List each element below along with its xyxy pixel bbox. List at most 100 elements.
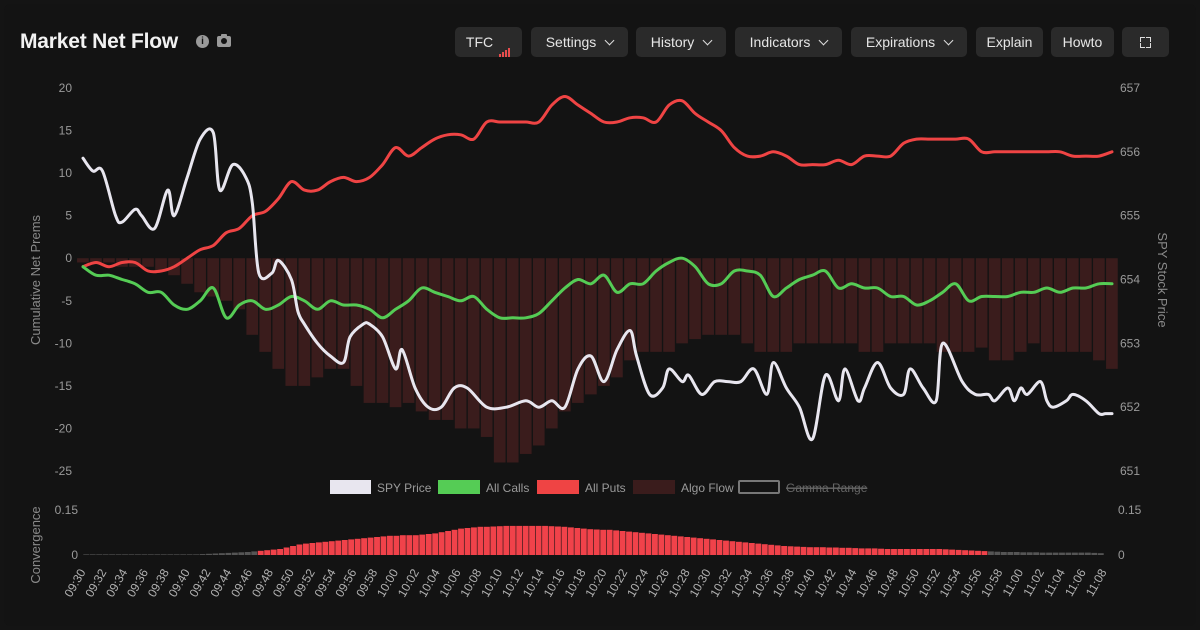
convergence-bar xyxy=(574,528,581,555)
convergence-bar xyxy=(632,532,639,555)
convergence-bar xyxy=(406,535,413,555)
convergence-bar xyxy=(664,535,671,555)
convergence-bar xyxy=(761,544,768,555)
convergence-axis: 0.15 0 0.15 0 xyxy=(55,503,1142,562)
convergence-bar xyxy=(942,549,949,555)
convergence-bar xyxy=(251,551,258,555)
convergence-bar xyxy=(471,527,477,555)
algo-flow-bar xyxy=(624,258,636,361)
convergence-bar xyxy=(781,546,788,555)
convergence-bar xyxy=(858,548,865,555)
algo-flow-bar xyxy=(858,258,871,352)
algo-flow-bar xyxy=(376,258,389,403)
left-axis-label: Cumulative Net Prems xyxy=(28,214,43,345)
convergence-bar xyxy=(651,534,658,555)
convergence-bar xyxy=(322,541,329,555)
convergence-bar xyxy=(1078,552,1085,555)
settings-button[interactable]: Settings xyxy=(531,27,628,57)
algo-flow-bar xyxy=(155,258,167,271)
legend-item-gamma[interactable]: Gamma Range xyxy=(738,480,868,495)
algo-flow-bar xyxy=(1001,258,1014,361)
convergence-bar xyxy=(283,547,290,555)
convergence-bar xyxy=(852,548,859,555)
algo-flow-bar xyxy=(806,258,819,344)
convergence-bar xyxy=(555,526,561,555)
convergence-bar xyxy=(832,547,839,555)
algo-flow-bar xyxy=(1080,258,1092,352)
algo-flow-bar xyxy=(493,258,506,463)
convergence-bar xyxy=(729,541,736,555)
convergence-bar xyxy=(955,549,962,555)
convergence-bar xyxy=(962,550,968,555)
legend-item-spy[interactable]: SPY Price xyxy=(330,480,432,495)
convergence-bar xyxy=(716,540,723,555)
all-puts-line xyxy=(81,95,1114,274)
convergence-bar xyxy=(303,543,309,555)
convergence-bar xyxy=(1026,552,1033,555)
expirations-button[interactable]: Expirations xyxy=(851,27,967,57)
convergence-bar xyxy=(141,554,148,555)
convergence-bar xyxy=(580,528,587,555)
right-axis-label: SPY Stock Price xyxy=(1155,232,1170,327)
legend-item-puts[interactable]: All Puts xyxy=(537,480,626,495)
convergence-bar xyxy=(619,531,626,555)
info-icon[interactable]: i xyxy=(196,35,209,48)
convergence-bar xyxy=(813,547,820,555)
legend-label: All Puts xyxy=(585,481,626,495)
convergence-bar xyxy=(328,541,335,555)
algo-flow-bar xyxy=(676,258,688,344)
algo-flow-bar xyxy=(1053,258,1066,352)
convergence-bar xyxy=(1007,552,1014,555)
history-button[interactable]: History xyxy=(636,27,726,57)
convergence-bar xyxy=(315,542,322,555)
convergence-bar xyxy=(445,531,452,555)
legend-label: Algo Flow xyxy=(681,481,734,495)
convergence-bar xyxy=(1059,552,1065,555)
howto-button[interactable]: Howto xyxy=(1051,27,1114,57)
convergence-bar xyxy=(600,529,607,555)
convergence-bar xyxy=(393,535,400,555)
convergence-bar xyxy=(865,548,872,555)
convergence-bar xyxy=(199,554,206,555)
fullscreen-button[interactable] xyxy=(1122,27,1169,57)
convergence-bar xyxy=(987,551,994,555)
convergence-bar xyxy=(800,546,807,555)
convergence-bar xyxy=(871,548,878,555)
convergence-bar xyxy=(787,546,794,555)
camera-icon[interactable] xyxy=(217,34,231,47)
convergence-bar xyxy=(1084,552,1091,555)
convergence-bar xyxy=(897,549,904,555)
algo-flow-bar xyxy=(545,258,558,429)
indicators-button[interactable]: Indicators xyxy=(735,27,842,57)
all-calls-line xyxy=(81,256,1114,320)
convergence-bar xyxy=(606,529,613,555)
convergence-bar xyxy=(89,554,96,555)
chart-legend[interactable]: SPY Price All Calls All Puts Algo Flow Gamma… xyxy=(330,480,868,495)
legend-label: SPY Price xyxy=(377,481,432,495)
tfc-button[interactable]: TFC xyxy=(455,27,522,58)
convergence-bar xyxy=(994,551,1001,555)
left-tick-label: 0 xyxy=(65,251,72,265)
algo-flow-bar xyxy=(715,258,727,335)
convergence-bar xyxy=(878,548,884,555)
convergence-bar xyxy=(270,549,277,555)
convergence-bar xyxy=(645,533,652,555)
convergence-bar xyxy=(1020,552,1027,555)
series-lines xyxy=(81,95,1114,442)
algo-flow-bar xyxy=(532,258,545,446)
convergence-bar xyxy=(83,554,90,555)
convergence-bar xyxy=(891,549,897,555)
algo-flow-bar xyxy=(780,258,793,352)
convergence-bar xyxy=(231,552,238,555)
algo-flow-bar xyxy=(77,258,89,263)
convergence-bar xyxy=(949,549,956,555)
indicators-label: Indicators xyxy=(749,34,811,50)
legend-item-algo[interactable]: Algo Flow xyxy=(633,480,734,495)
algo-flow-bar xyxy=(506,258,519,463)
convergence-bar xyxy=(96,554,103,555)
explain-button[interactable]: Explain xyxy=(976,27,1043,57)
convergence-bar xyxy=(742,542,749,555)
legend-item-calls[interactable]: All Calls xyxy=(438,480,529,495)
legend-label: All Calls xyxy=(486,481,529,495)
algo-flow-bar xyxy=(988,258,1001,361)
